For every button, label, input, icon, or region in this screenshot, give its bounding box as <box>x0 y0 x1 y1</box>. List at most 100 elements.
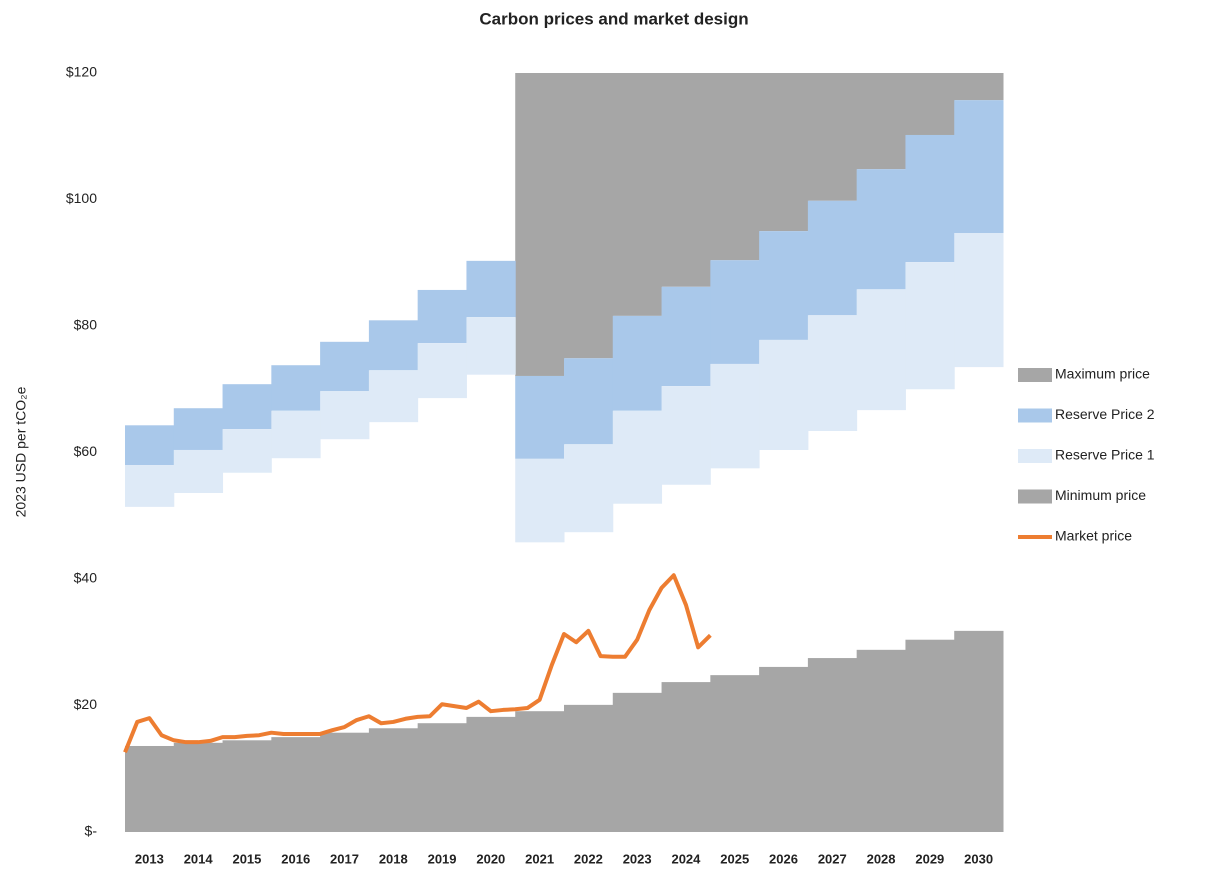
x-tick-label: 2015 <box>232 851 261 866</box>
band <box>466 260 516 318</box>
x-tick-label: 2021 <box>525 851 554 866</box>
band <box>807 315 858 431</box>
x-tick-label: 2029 <box>915 851 944 866</box>
area-step <box>612 692 663 832</box>
y-axis-label: 2023 USD per tCO₂e <box>13 386 29 517</box>
x-tick-label: 2030 <box>964 851 993 866</box>
x-tick-label: 2019 <box>428 851 457 866</box>
area-step <box>905 639 955 832</box>
legend-swatch <box>1018 368 1052 382</box>
x-tick-label: 2027 <box>818 851 847 866</box>
line <box>123 573 712 754</box>
band <box>856 289 906 411</box>
band <box>759 73 809 232</box>
band <box>320 341 370 392</box>
legend-label: Minimum price <box>1055 487 1146 503</box>
band <box>564 358 614 445</box>
band <box>856 169 906 290</box>
band <box>954 73 1004 101</box>
x-tick-label: 2024 <box>671 851 701 866</box>
band <box>661 73 711 287</box>
area-step <box>954 630 1004 832</box>
band <box>710 73 760 261</box>
band <box>222 429 272 473</box>
band <box>759 231 809 340</box>
x-tick-label: 2014 <box>184 851 214 866</box>
band <box>710 260 760 364</box>
band <box>661 386 711 485</box>
y-tick-label: $20 <box>74 696 98 712</box>
band <box>173 449 224 493</box>
x-tick-label: 2026 <box>769 851 798 866</box>
area-step <box>515 711 565 832</box>
y-tick-label: $100 <box>66 190 97 206</box>
band <box>515 458 565 543</box>
band <box>905 73 955 135</box>
x-tick-label: 2028 <box>867 851 896 866</box>
area-step <box>564 704 614 832</box>
x-tick-label: 2020 <box>476 851 505 866</box>
band <box>173 408 224 450</box>
band <box>515 375 565 459</box>
x-tick-label: 2017 <box>330 851 359 866</box>
band <box>612 73 663 316</box>
x-tick-label: 2022 <box>574 851 603 866</box>
band <box>417 289 467 344</box>
legend-label: Market price <box>1055 528 1132 544</box>
y-tick-label: $60 <box>74 443 98 459</box>
legend-label: Reserve Price 1 <box>1055 447 1155 463</box>
band <box>905 134 955 263</box>
area-step <box>417 723 467 832</box>
area-step <box>173 742 224 832</box>
y-tick-label: $- <box>85 823 98 839</box>
band <box>807 73 858 201</box>
band <box>759 339 809 450</box>
area-step <box>271 737 321 832</box>
area-step <box>320 732 370 832</box>
band <box>564 444 614 533</box>
band <box>905 262 955 390</box>
legend-swatch <box>1018 408 1052 423</box>
band <box>125 465 175 507</box>
legend-label: Maximum price <box>1055 366 1150 382</box>
band <box>466 317 516 375</box>
area-step <box>661 682 711 832</box>
band <box>368 320 419 371</box>
y-tick-label: $80 <box>74 317 98 333</box>
area-step <box>368 728 419 832</box>
x-tick-label: 2013 <box>135 851 164 866</box>
x-tick-label: 2023 <box>623 851 652 866</box>
area-step <box>466 716 516 832</box>
band <box>807 200 858 316</box>
band <box>954 100 1004 234</box>
band <box>515 73 565 376</box>
area-step <box>125 745 175 832</box>
y-tick-label: $40 <box>74 570 98 586</box>
band <box>320 391 370 440</box>
legend-label: Reserve Price 2 <box>1055 406 1155 422</box>
x-tick-label: 2016 <box>281 851 310 866</box>
area-step <box>222 740 272 832</box>
band <box>954 233 1004 368</box>
chart-title: Carbon prices and market design <box>479 9 748 28</box>
area-step <box>856 649 906 832</box>
band <box>612 315 663 411</box>
band <box>417 343 467 399</box>
band <box>222 384 272 430</box>
band <box>661 286 711 387</box>
band <box>612 410 663 504</box>
band <box>271 365 321 411</box>
x-tick-label: 2018 <box>379 851 408 866</box>
legend-swatch <box>1018 449 1052 463</box>
band <box>125 425 175 466</box>
band <box>710 363 760 469</box>
y-tick-label: $120 <box>66 64 97 80</box>
band <box>856 73 906 170</box>
area-step <box>807 658 858 832</box>
area-step <box>710 675 760 832</box>
legend-swatch <box>1018 489 1052 504</box>
band <box>368 370 419 423</box>
x-tick-label: 2025 <box>720 851 749 866</box>
